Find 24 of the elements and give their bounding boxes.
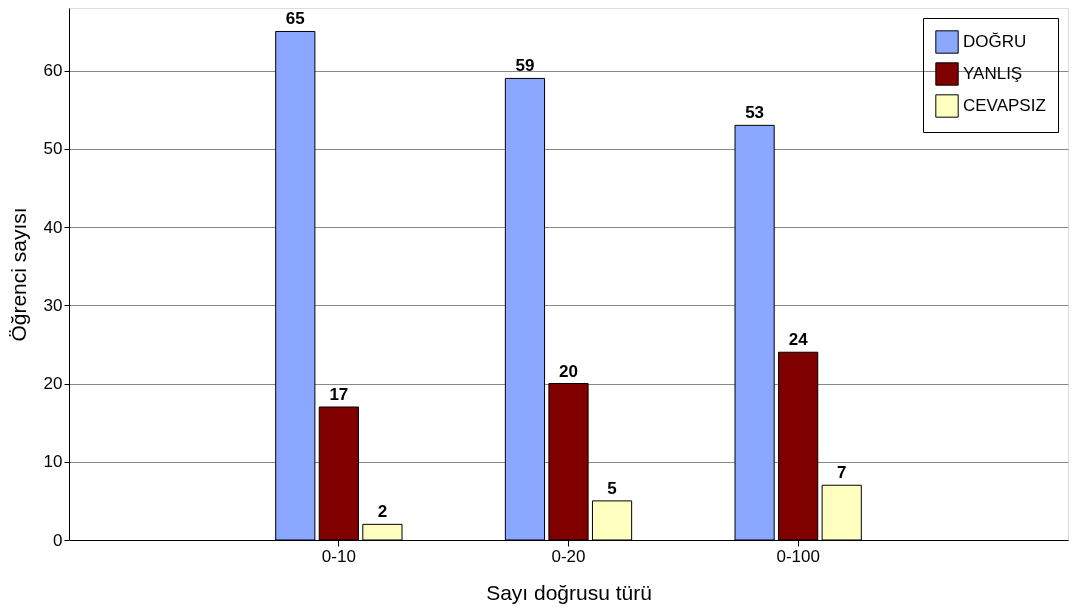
y-tick-label: 50 [43,139,63,159]
data-label: 20 [559,361,578,381]
data-label: 5 [607,478,617,498]
y-axis-title: Öğrenci sayısı [6,207,30,342]
legend-label: YANLIŞ [963,64,1023,83]
data-label: 53 [745,103,765,123]
y-tick-label: 10 [43,452,63,472]
data-label: 59 [515,56,535,76]
y-tick-label: 40 [43,217,63,237]
y-tick-label: 0 [53,530,63,550]
data-label: 65 [285,9,305,29]
x-axis-title: Sayı doğrusu türü [486,580,652,604]
x-tick-label: 0-10 [321,546,356,566]
y-tick-label: 60 [43,61,63,81]
data-label: 24 [788,330,809,350]
legend-label: DOĞRU [963,32,1027,51]
y-tick-label: 20 [43,374,63,394]
y-tick-label: 30 [43,295,63,315]
data-label: 2 [377,502,388,522]
x-tick-label: 0-20 [551,546,586,566]
data-label: 17 [329,385,349,404]
legend-label: CEVAPSIZ [963,96,1046,115]
x-tick-label: 0-100 [776,546,820,566]
data-label: 7 [836,463,847,483]
